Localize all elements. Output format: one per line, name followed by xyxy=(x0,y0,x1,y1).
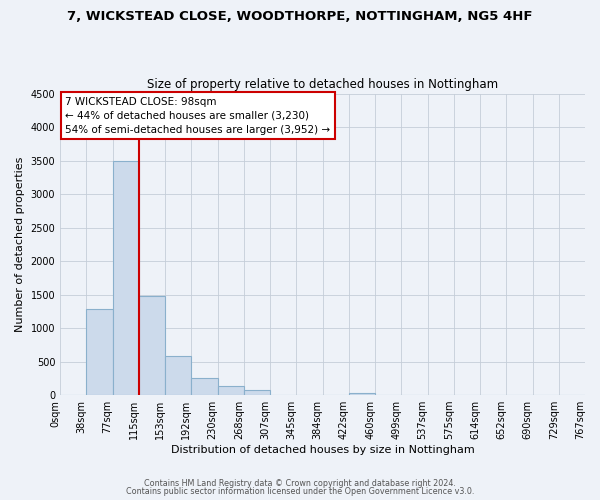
Bar xyxy=(113,160,139,395)
Bar xyxy=(218,386,244,395)
Text: 7, WICKSTEAD CLOSE, WOODTHORPE, NOTTINGHAM, NG5 4HF: 7, WICKSTEAD CLOSE, WOODTHORPE, NOTTINGH… xyxy=(67,10,533,23)
Bar xyxy=(165,356,191,395)
Bar xyxy=(349,393,375,395)
Bar xyxy=(139,296,165,395)
Bar xyxy=(86,310,113,395)
Y-axis label: Number of detached properties: Number of detached properties xyxy=(15,156,25,332)
Title: Size of property relative to detached houses in Nottingham: Size of property relative to detached ho… xyxy=(147,78,498,91)
Text: 7 WICKSTEAD CLOSE: 98sqm
← 44% of detached houses are smaller (3,230)
54% of sem: 7 WICKSTEAD CLOSE: 98sqm ← 44% of detach… xyxy=(65,96,331,134)
X-axis label: Distribution of detached houses by size in Nottingham: Distribution of detached houses by size … xyxy=(171,445,475,455)
Text: Contains public sector information licensed under the Open Government Licence v3: Contains public sector information licen… xyxy=(126,487,474,496)
Bar xyxy=(244,390,270,395)
Text: Contains HM Land Registry data © Crown copyright and database right 2024.: Contains HM Land Registry data © Crown c… xyxy=(144,478,456,488)
Bar xyxy=(191,378,218,395)
